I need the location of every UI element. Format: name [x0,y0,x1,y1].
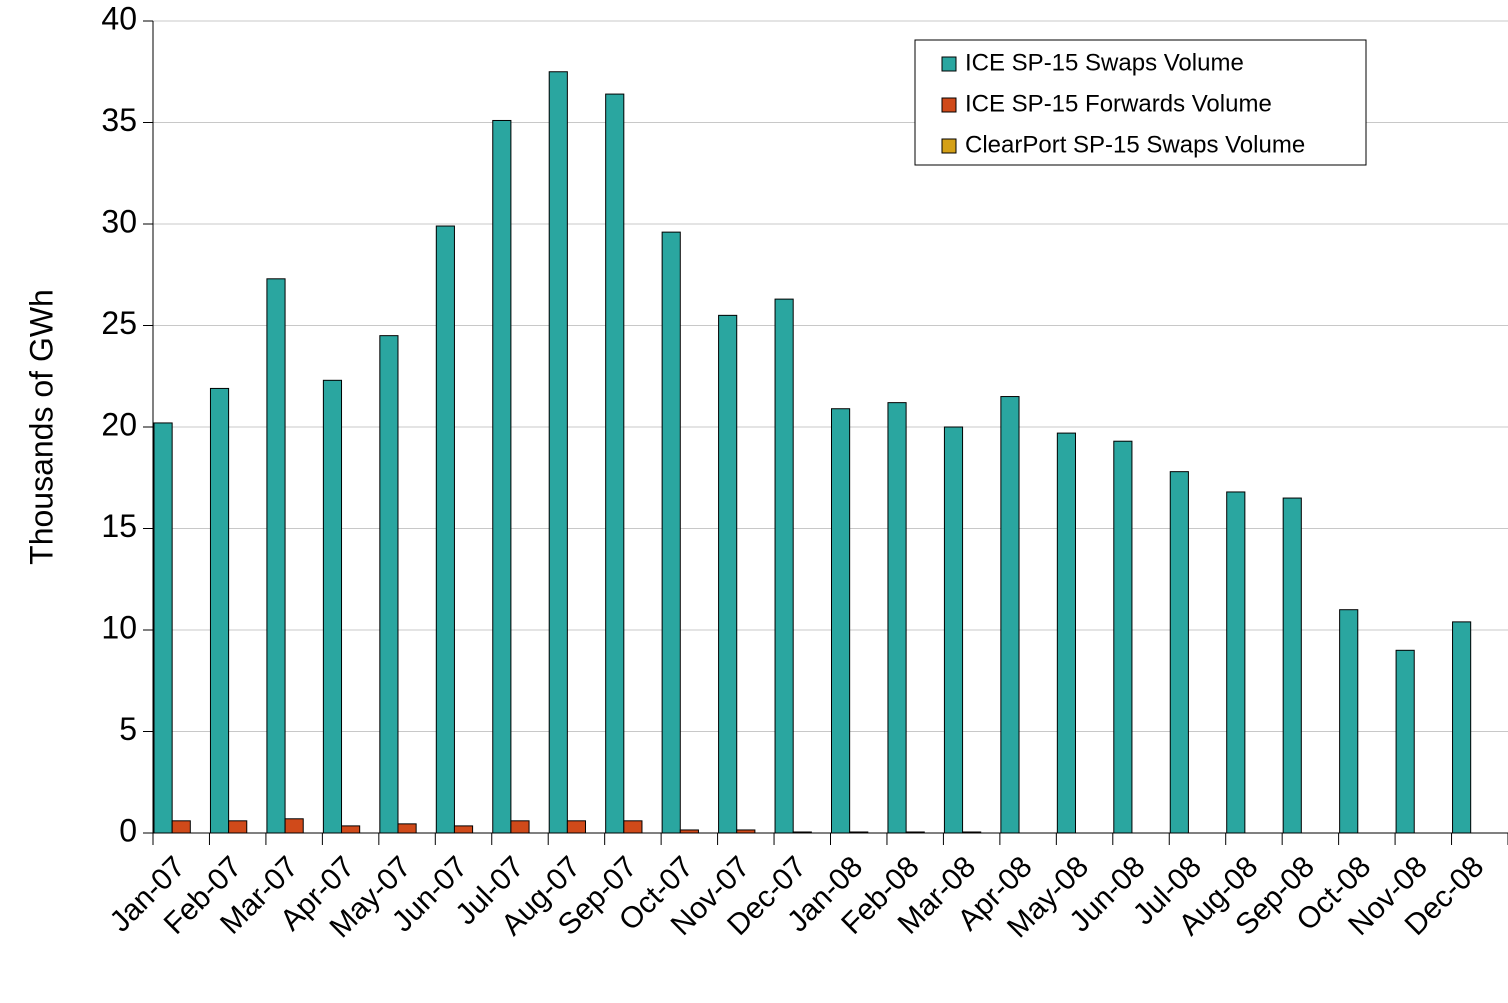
bar [266,278,286,834]
y-tick-label: 20 [101,406,137,442]
bar [566,820,587,834]
bar [209,387,230,834]
bar [492,119,512,834]
bar [379,335,399,834]
bar [718,314,738,834]
bar [1452,621,1472,834]
bar [153,422,173,834]
bar [943,426,964,834]
bar [1282,497,1302,834]
bar [322,379,343,834]
legend-label: ClearPort SP-15 Swaps Volume [965,131,1305,158]
bar [510,820,530,834]
legend-swatch [941,97,957,113]
legend-box [914,39,1367,166]
bar [1169,471,1189,834]
bar [623,820,643,834]
bar [1000,396,1020,834]
y-tick-label: 15 [101,508,137,544]
y-tick-label: 0 [119,812,137,848]
legend-label: ICE SP-15 Forwards Volume [965,90,1272,117]
bar [1226,491,1246,834]
bar [605,93,625,834]
bar [1339,609,1359,834]
bar [453,825,474,834]
legend-swatch [941,56,957,72]
legend-label: ICE SP-15 Swaps Volume [965,49,1244,76]
bar [228,820,248,834]
bar [831,408,851,834]
y-axis-title: Thousands of GWh [23,289,59,565]
bar [661,231,681,834]
legend-swatch [941,138,957,154]
y-tick-label: 35 [101,102,137,138]
bar [435,225,455,834]
bar [1395,649,1415,834]
bar [284,818,304,834]
bar [397,823,417,834]
y-tick-label: 30 [101,203,137,239]
bar [887,402,907,834]
y-tick-label: 5 [119,711,137,747]
bar [1056,432,1076,834]
bar [341,825,361,834]
bar [548,71,568,834]
bar [1113,440,1133,834]
bar [171,820,191,834]
y-tick-label: 10 [101,609,137,645]
bar [774,298,794,834]
y-tick-label: 25 [101,305,137,341]
y-tick-label: 40 [101,0,137,36]
